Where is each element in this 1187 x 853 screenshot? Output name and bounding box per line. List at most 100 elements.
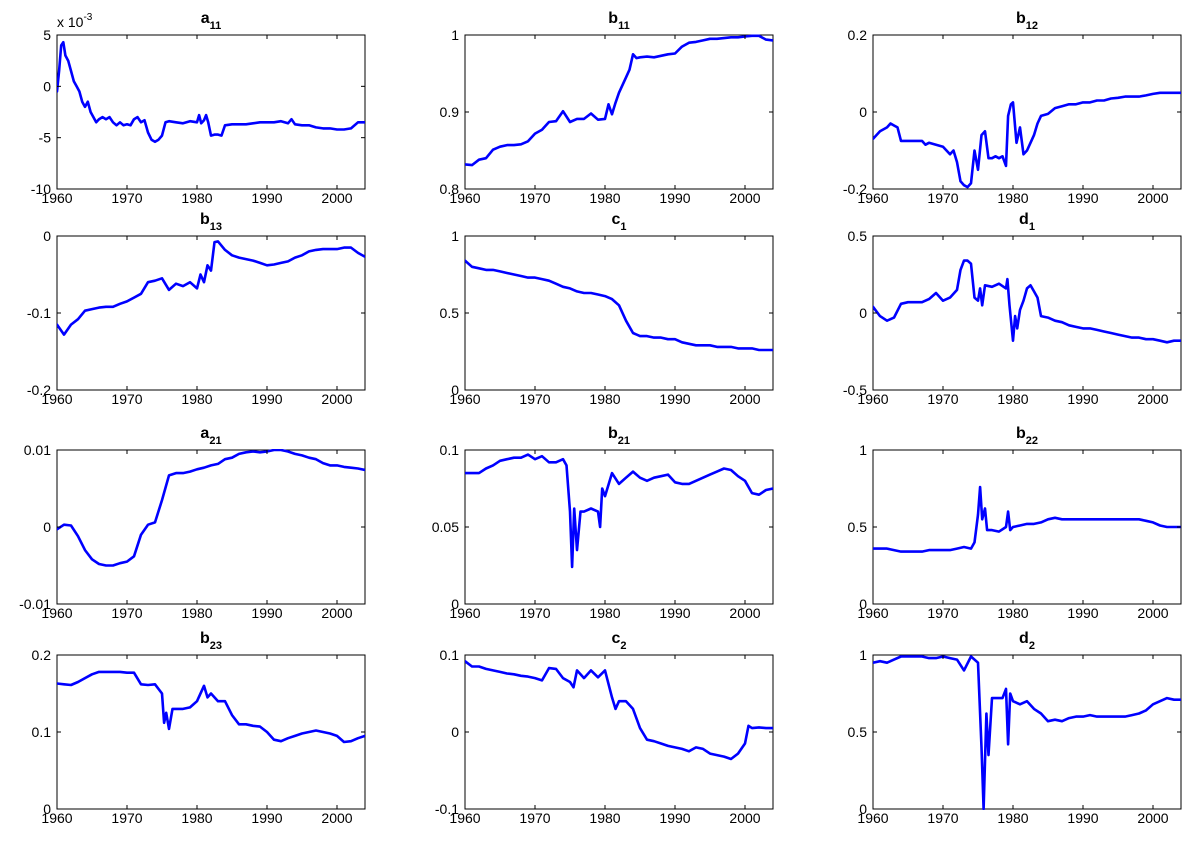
y-tick-label: 0 bbox=[451, 724, 459, 740]
y-tick-label: -0.2 bbox=[27, 382, 51, 398]
subplot-7: 1960 1970 1980 1990 2000 -0.01 0 0.01 a21 bbox=[19, 425, 366, 621]
y-tick-label: 0.9 bbox=[440, 104, 460, 120]
chart-title-subscript: 12 bbox=[1026, 20, 1038, 32]
chart-title-base: b bbox=[1016, 10, 1026, 27]
x-tick-label: 1990 bbox=[659, 190, 690, 206]
x-tick-label: 1980 bbox=[589, 391, 620, 407]
axes-frame bbox=[872, 235, 1182, 391]
y-tick-label: -5 bbox=[39, 130, 52, 146]
x-tick-label: 2000 bbox=[1137, 190, 1168, 206]
chart-title-base: c bbox=[611, 211, 620, 228]
x-tick-label: 1960 bbox=[857, 190, 888, 206]
x-tick-label: 1960 bbox=[857, 391, 888, 407]
y-tick-label: -0.01 bbox=[19, 596, 51, 612]
chart-title: c1 bbox=[611, 211, 626, 233]
y-tick-label: 0 bbox=[43, 228, 51, 244]
x-tick-label: 2000 bbox=[729, 391, 760, 407]
y-tick-label: 0.5 bbox=[440, 305, 460, 321]
axes-frame bbox=[872, 34, 1182, 190]
series-line bbox=[873, 91, 1181, 189]
x-tick-label: 1960 bbox=[449, 391, 480, 407]
y-tick-label: -10 bbox=[31, 181, 51, 197]
x-tick-label: 2000 bbox=[729, 810, 760, 826]
chart-title-subscript: 22 bbox=[1026, 435, 1038, 447]
y-tick-label: 0.1 bbox=[440, 442, 460, 458]
chart-title: b12 bbox=[1016, 10, 1038, 32]
x-tick-label: 1960 bbox=[41, 190, 72, 206]
x-tick-label: 1970 bbox=[927, 810, 958, 826]
subplot-4: 1960 1970 1980 1990 2000 -0.2 -0.1 0 b13 bbox=[27, 211, 366, 407]
x-tick-label: 1980 bbox=[181, 391, 212, 407]
subplot-9: 1960 1970 1980 1990 2000 0 0.5 1 b22 bbox=[848, 425, 1182, 621]
y-tick-label: 1 bbox=[451, 228, 459, 244]
axes-frame bbox=[872, 449, 1182, 605]
x-tick-label: 1990 bbox=[1067, 190, 1098, 206]
x-tick-label: 2000 bbox=[729, 190, 760, 206]
y-tick-label: 0.01 bbox=[24, 442, 51, 458]
x-tick-label: 2000 bbox=[1137, 605, 1168, 621]
y-tick-label: -0.5 bbox=[843, 382, 867, 398]
series-line bbox=[873, 485, 1181, 553]
y-tick-label: 0.5 bbox=[848, 724, 868, 740]
x-tick-label: 1970 bbox=[927, 391, 958, 407]
x-tick-label: 1970 bbox=[111, 810, 142, 826]
chart-title-base: b bbox=[608, 425, 618, 442]
x-tick-label: 1960 bbox=[857, 605, 888, 621]
subplot-1: 1960 1970 1980 1990 2000 -10 -5 0 5 a11 x 10-3 bbox=[31, 10, 366, 206]
y-tick-label: 1 bbox=[859, 442, 867, 458]
subplot-6: 1960 1970 1980 1990 2000 -0.5 0 0.5 d1 bbox=[843, 211, 1182, 407]
x-tick-label: 1990 bbox=[1067, 391, 1098, 407]
chart-title-subscript: 2 bbox=[1029, 640, 1035, 652]
x-tick-label: 1960 bbox=[41, 810, 72, 826]
y-tick-label: 0.05 bbox=[432, 519, 459, 535]
y-tick-label: 0.1 bbox=[440, 647, 460, 663]
series-line bbox=[873, 259, 1181, 344]
x-tick-label: 1970 bbox=[111, 190, 142, 206]
x-tick-label: 1990 bbox=[659, 391, 690, 407]
chart-title-base: d bbox=[1019, 630, 1029, 647]
x-tick-label: 1980 bbox=[997, 391, 1028, 407]
x-tick-label: 1970 bbox=[519, 190, 550, 206]
axes-frame bbox=[464, 654, 774, 810]
series-line bbox=[465, 453, 773, 569]
x-tick-label: 1980 bbox=[181, 810, 212, 826]
x-tick-label: 1990 bbox=[1067, 810, 1098, 826]
y-tick-label: 1 bbox=[451, 27, 459, 43]
chart-title: c2 bbox=[611, 630, 626, 652]
chart-title-subscript: 21 bbox=[209, 435, 221, 447]
x-tick-label: 1970 bbox=[927, 605, 958, 621]
series-line bbox=[57, 240, 365, 336]
x-tick-label: 1980 bbox=[997, 190, 1028, 206]
chart-title: b21 bbox=[608, 425, 630, 447]
axes-frame bbox=[464, 449, 774, 605]
x-tick-label: 2000 bbox=[1137, 810, 1168, 826]
series-line bbox=[873, 655, 1181, 810]
x-tick-label: 1960 bbox=[449, 810, 480, 826]
x-tick-label: 2000 bbox=[729, 605, 760, 621]
y-tick-label: 0 bbox=[451, 382, 459, 398]
x-tick-label: 1980 bbox=[181, 190, 212, 206]
chart-title-subscript: 11 bbox=[210, 20, 222, 32]
series-line bbox=[465, 259, 773, 352]
x-tick-label: 1980 bbox=[181, 605, 212, 621]
subplot-2: 1960 1970 1980 1990 2000 0.8 0.9 1 b11 bbox=[440, 10, 774, 206]
chart-title-subscript: 21 bbox=[618, 435, 630, 447]
chart-title-base: b bbox=[200, 211, 210, 228]
y-tick-label: 5 bbox=[43, 27, 51, 43]
y-tick-label: 0.2 bbox=[848, 27, 868, 43]
x-tick-label: 1970 bbox=[519, 810, 550, 826]
x-tick-label: 1960 bbox=[449, 605, 480, 621]
x-tick-label: 1990 bbox=[251, 605, 282, 621]
chart-title-subscript: 13 bbox=[210, 221, 222, 233]
y-tick-label: 0 bbox=[859, 596, 867, 612]
series-line bbox=[57, 40, 365, 144]
chart-title-base: b bbox=[608, 10, 618, 27]
chart-title-subscript: 2 bbox=[620, 640, 626, 652]
x-tick-label: 1960 bbox=[41, 605, 72, 621]
y-tick-label: 0 bbox=[859, 104, 867, 120]
chart-title-base: a bbox=[200, 425, 209, 442]
x-tick-label: 1990 bbox=[659, 605, 690, 621]
